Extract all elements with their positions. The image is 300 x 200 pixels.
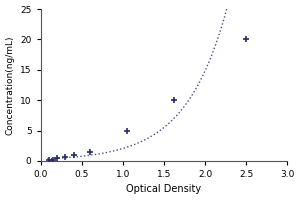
- Y-axis label: Concentration(ng/mL): Concentration(ng/mL): [6, 35, 15, 135]
- X-axis label: Optical Density: Optical Density: [126, 184, 202, 194]
